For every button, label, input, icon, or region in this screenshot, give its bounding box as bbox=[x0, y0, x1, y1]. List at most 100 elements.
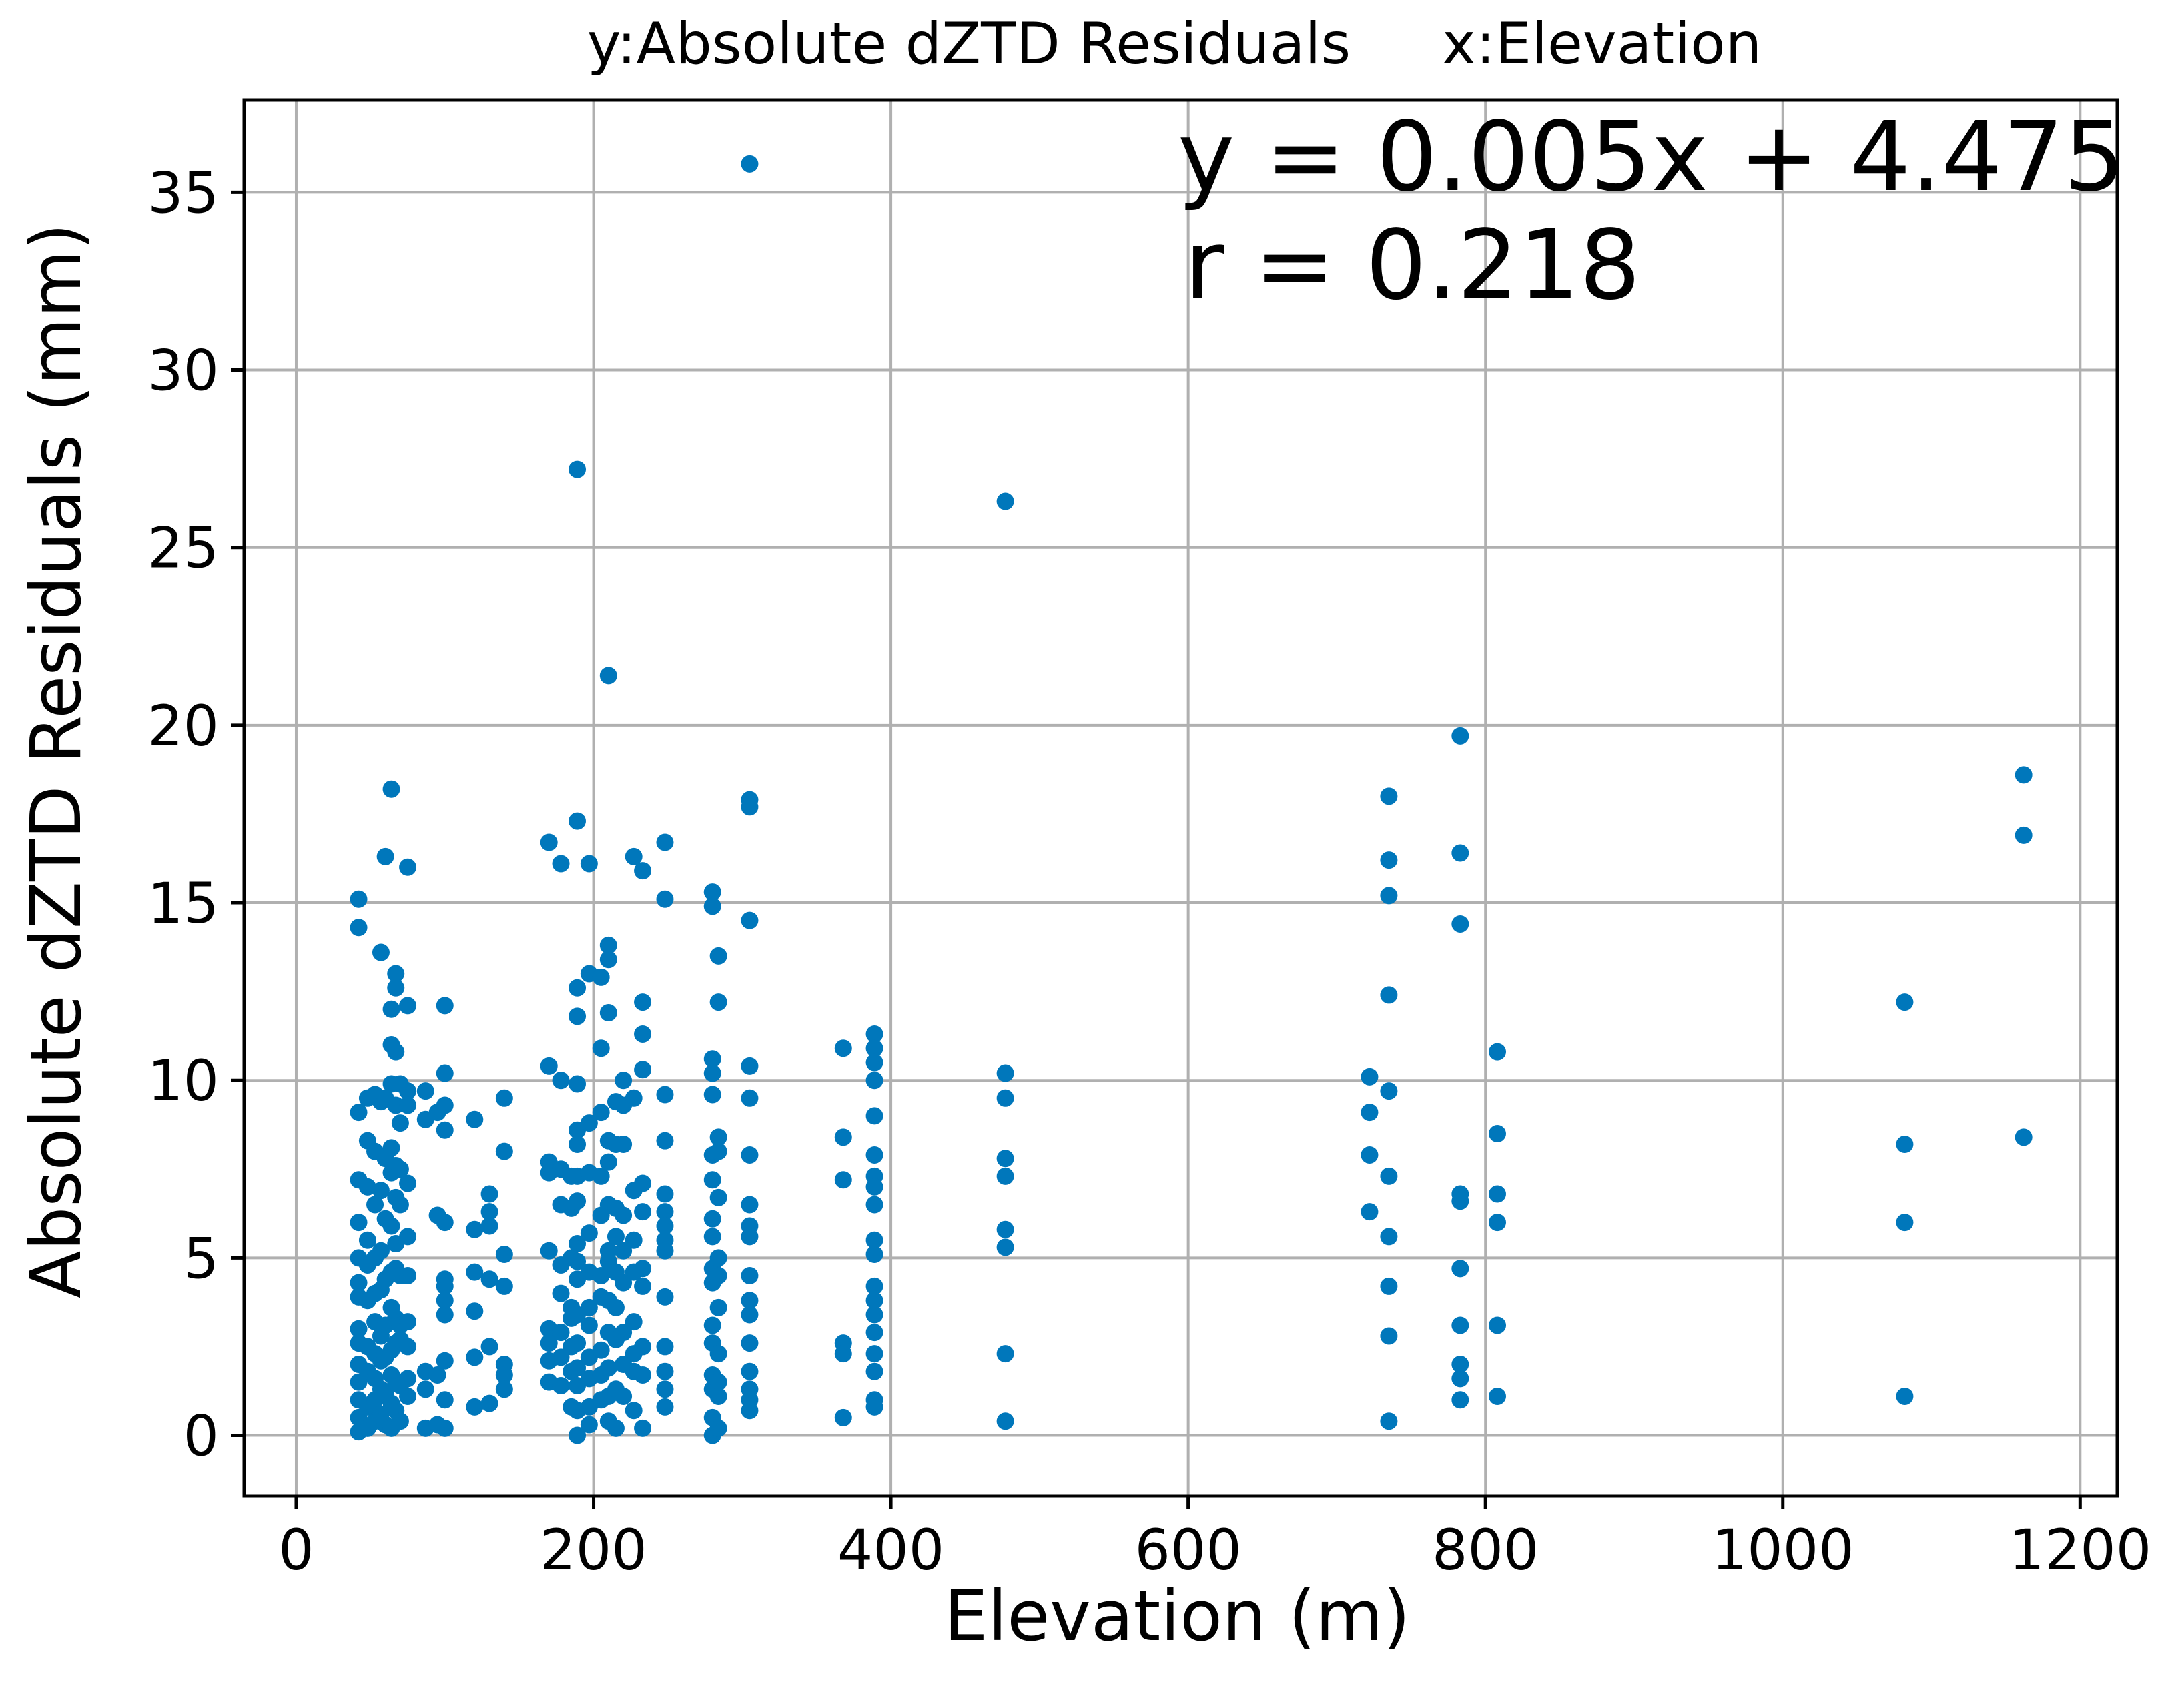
data-point bbox=[634, 1061, 652, 1079]
data-point bbox=[703, 883, 721, 901]
data-point bbox=[580, 1416, 598, 1434]
data-point bbox=[865, 1398, 883, 1416]
data-point bbox=[703, 1228, 721, 1246]
x-tick-label: 0 bbox=[278, 1517, 314, 1583]
data-point bbox=[436, 1306, 454, 1324]
data-point bbox=[865, 1146, 883, 1164]
data-point bbox=[625, 1231, 643, 1249]
data-point bbox=[709, 1188, 727, 1206]
data-point bbox=[1380, 887, 1398, 905]
data-point bbox=[703, 1050, 721, 1068]
data-point bbox=[552, 1324, 570, 1342]
data-point bbox=[436, 1352, 454, 1370]
x-tick-label: 600 bbox=[1134, 1517, 1241, 1583]
data-point bbox=[709, 1249, 727, 1267]
data-point bbox=[569, 1235, 587, 1253]
data-point bbox=[1451, 1370, 1469, 1388]
data-point bbox=[1380, 1327, 1398, 1345]
data-point bbox=[350, 1274, 368, 1292]
data-point bbox=[466, 1302, 484, 1320]
data-point bbox=[552, 1348, 570, 1366]
data-point bbox=[1361, 1068, 1379, 1086]
data-point bbox=[656, 1288, 674, 1306]
data-point bbox=[625, 1402, 643, 1420]
data-point bbox=[996, 1412, 1014, 1430]
data-point bbox=[634, 993, 652, 1011]
plot-frame bbox=[242, 98, 2119, 1498]
data-point bbox=[480, 1338, 498, 1356]
data-point bbox=[607, 1228, 625, 1246]
data-point bbox=[656, 833, 674, 851]
data-point bbox=[656, 1338, 674, 1356]
data-point bbox=[399, 1370, 417, 1388]
data-point bbox=[428, 1366, 446, 1384]
data-point bbox=[625, 1089, 643, 1107]
data-point bbox=[634, 1260, 652, 1278]
data-point bbox=[741, 1146, 759, 1164]
data-point bbox=[1451, 1192, 1469, 1210]
data-point bbox=[540, 1334, 558, 1352]
data-point bbox=[382, 1000, 400, 1018]
data-point bbox=[709, 1387, 727, 1405]
data-point bbox=[372, 1182, 390, 1200]
data-point bbox=[634, 1338, 652, 1356]
data-point bbox=[569, 1426, 587, 1444]
data-point bbox=[741, 1362, 759, 1380]
data-point bbox=[399, 1338, 417, 1356]
x-tick-label: 1200 bbox=[2009, 1517, 2151, 1583]
data-point bbox=[1451, 1316, 1469, 1334]
data-point bbox=[996, 492, 1014, 510]
data-point bbox=[350, 890, 368, 908]
data-point bbox=[1380, 1167, 1398, 1185]
data-point bbox=[480, 1185, 498, 1203]
data-point bbox=[656, 1362, 674, 1380]
data-point bbox=[1896, 1136, 1914, 1154]
data-point bbox=[466, 1398, 484, 1416]
data-point bbox=[399, 1387, 417, 1405]
data-point bbox=[865, 1178, 883, 1196]
data-point bbox=[480, 1203, 498, 1221]
data-point bbox=[580, 855, 598, 873]
data-point bbox=[741, 1334, 759, 1352]
data-point bbox=[599, 1359, 617, 1377]
data-point bbox=[865, 1324, 883, 1342]
data-point bbox=[607, 1419, 625, 1437]
data-point bbox=[569, 979, 587, 997]
data-point bbox=[634, 1277, 652, 1295]
data-point bbox=[391, 1196, 409, 1214]
data-point bbox=[634, 1174, 652, 1192]
data-point bbox=[436, 1121, 454, 1139]
y-tick-label: 25 bbox=[147, 516, 219, 581]
data-point bbox=[416, 1380, 434, 1398]
data-point bbox=[495, 1380, 513, 1398]
data-point bbox=[709, 1419, 727, 1437]
data-point bbox=[592, 1104, 610, 1122]
data-point bbox=[741, 1057, 759, 1075]
data-point bbox=[387, 1043, 405, 1061]
data-point bbox=[834, 1345, 852, 1363]
x-tick-label: 800 bbox=[1432, 1517, 1539, 1583]
data-point bbox=[1489, 1214, 1507, 1232]
data-point bbox=[399, 1174, 417, 1192]
data-point bbox=[358, 1178, 376, 1196]
data-point bbox=[1896, 1387, 1914, 1405]
data-point bbox=[540, 833, 558, 851]
data-point bbox=[569, 1007, 587, 1025]
data-point bbox=[703, 897, 721, 915]
data-point bbox=[466, 1263, 484, 1281]
data-point bbox=[834, 1039, 852, 1057]
data-point bbox=[865, 1072, 883, 1090]
data-point bbox=[1380, 1228, 1398, 1246]
data-point bbox=[466, 1220, 484, 1238]
data-point bbox=[495, 1277, 513, 1295]
data-point bbox=[709, 1266, 727, 1284]
data-point bbox=[480, 1270, 498, 1288]
data-point bbox=[382, 1139, 400, 1157]
data-point bbox=[580, 1224, 598, 1242]
y-tick-label: 20 bbox=[147, 693, 219, 759]
data-point bbox=[1489, 1125, 1507, 1143]
data-point bbox=[552, 1072, 570, 1090]
data-point bbox=[1451, 915, 1469, 933]
data-point bbox=[1896, 1214, 1914, 1232]
x-tick-label: 400 bbox=[837, 1517, 944, 1583]
